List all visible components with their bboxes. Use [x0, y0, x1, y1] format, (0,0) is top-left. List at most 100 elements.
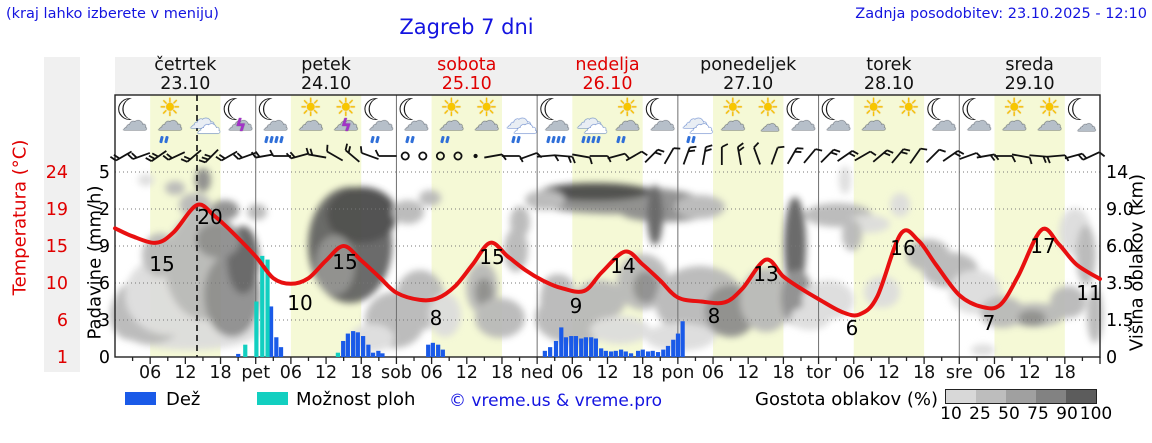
temperature-value-label: 10 [287, 291, 312, 315]
white-glyph: ☁ [512, 110, 538, 139]
temperature-value-label: 16 [890, 236, 915, 260]
sun-glyph: ☀ [440, 93, 463, 122]
sun-glyph: ☀ [334, 93, 358, 122]
temperature-value-label: 8 [708, 304, 721, 328]
cloud-scale-label: 75 [1027, 404, 1049, 424]
cloudback-glyph: ☁ [188, 104, 216, 135]
sun-glyph: ☀ [158, 93, 182, 122]
x-axis-hour-label: 06 [139, 363, 161, 383]
temp-axis-tick-label: 24 [46, 163, 68, 183]
temp-axis-tick-label: 6 [57, 311, 68, 331]
cloud-glyph: ☁ [649, 107, 676, 137]
rain-bar [665, 345, 671, 357]
temperature-value-label: 14 [610, 254, 635, 278]
day-name: ponedeljek [700, 55, 797, 75]
x-axis-hour-label: 06 [843, 363, 865, 383]
rain-drop-mark [410, 135, 415, 144]
rain-drop-mark [691, 135, 696, 144]
cloud-height-axis-tick-label: 14 [1106, 163, 1128, 183]
precip-axis-tick-label: 2 [99, 200, 110, 220]
showers-bar [335, 352, 340, 357]
sun-glyph: ☀ [721, 93, 745, 122]
sun-glyph: ☀ [1003, 93, 1026, 122]
cloud-density-legend-label: Gostota oblakov (%) [755, 389, 939, 410]
rain-drop-mark [445, 135, 450, 144]
x-axis-hour-label: 18 [491, 363, 513, 383]
rain-bar [573, 336, 579, 357]
x-axis-hour-label: 12 [1019, 363, 1041, 383]
bolt-glyph: ϟ [340, 116, 352, 136]
day-header: sobota 25.10 [397, 56, 537, 94]
rain-drop-mark [274, 135, 279, 144]
precip-axis-tick-label: 6 [99, 274, 110, 294]
cloud-glyph: ☁ [297, 107, 324, 137]
precip-axis-tick-label: 9 [99, 237, 110, 257]
day-date: 25.10 [441, 74, 492, 94]
x-axis-hour-label: 12 [596, 363, 618, 383]
rain-drop-mark [616, 135, 621, 144]
cloud-glyph: ☁ [438, 107, 465, 137]
rain-legend-label: Dež [166, 389, 201, 410]
sun-glyph: ☀ [897, 93, 920, 122]
rain-drop-mark [375, 135, 380, 144]
day-header-band [115, 57, 1101, 95]
cloud-glyph: ☁ [1036, 107, 1063, 137]
rain-bar [569, 336, 574, 357]
cloud-scale-label: 10 [940, 404, 962, 424]
showers-bar [265, 259, 270, 357]
rain-bar [661, 349, 666, 357]
rain-bar [613, 350, 618, 357]
rain-bar [675, 333, 681, 357]
day-header: sreda 29.10 [960, 56, 1100, 94]
cloud-density-scale-labels: 10 25 50 75 90 100 [940, 404, 1112, 424]
x-axis-hour-label: 12 [737, 363, 759, 383]
temperature-value-label: 11 [1076, 281, 1101, 305]
rain-drop-mark [510, 135, 515, 144]
temp-axis-tick-label: 10 [46, 274, 68, 294]
x-axis-hour-label: 18 [632, 363, 654, 383]
rain-drop-mark [586, 135, 591, 144]
moon-glyph: ☾ [819, 93, 847, 128]
cloud-scale-label: 90 [1056, 404, 1078, 424]
left-gray-strip [44, 57, 80, 372]
rain-drop-mark [560, 135, 566, 144]
x-axis-hour-label: 12 [315, 363, 337, 383]
rain-bar [680, 321, 685, 357]
rain-bar [640, 349, 645, 357]
weather-icon-moon-cloud: ☾ ☁ [784, 96, 819, 144]
x-axis-hour-label: 06 [561, 363, 583, 383]
cloudback-glyph: ☁ [505, 104, 533, 135]
rain-bar [589, 337, 594, 357]
weather-icon-moon-smallcloud: ☾ ☁ [1065, 96, 1100, 144]
showers-bar [260, 255, 265, 357]
x-axis-day-label: pet [241, 363, 270, 383]
weather-icon-sun-cloud: ☀ ☁ [995, 93, 1030, 144]
rain-bar [361, 336, 366, 357]
weather-icon-clouds-d2: ☁ ☁ [678, 98, 713, 144]
cloudback-glyph: ☁ [575, 104, 603, 135]
sun-glyph: ☀ [616, 93, 639, 122]
rain-drop-mark [163, 135, 169, 144]
moon-glyph: ☾ [221, 93, 249, 128]
rain-bar [236, 353, 241, 357]
cloud-scale-label: 50 [998, 404, 1020, 424]
cloud-glyph: ☁ [403, 107, 430, 137]
moon-glyph: ☾ [924, 93, 952, 128]
rain-bar [579, 338, 584, 357]
x-axis-day-label: tor [806, 363, 832, 383]
day-name: sobota [437, 55, 497, 75]
day-name: nedelja [575, 55, 640, 75]
day-date: 29.10 [1004, 74, 1055, 94]
rain-drop-mark [621, 135, 626, 144]
day-header: torek 28.10 [819, 56, 959, 94]
rain-bar [593, 338, 598, 357]
menu-hint-text: (kraj lahko izberete v meniju) [6, 6, 219, 22]
cloudback-glyph: ☁ [681, 104, 709, 135]
cloud-height-axis-tick-label: 6.0 [1106, 237, 1134, 257]
precip-axis-tick-label: 3 [99, 311, 110, 331]
copyright-link[interactable]: © vreme.us & vreme.pro [449, 391, 663, 411]
day-date: 24.10 [301, 74, 352, 94]
rain-bar [645, 351, 651, 357]
rain-bar [542, 350, 547, 357]
